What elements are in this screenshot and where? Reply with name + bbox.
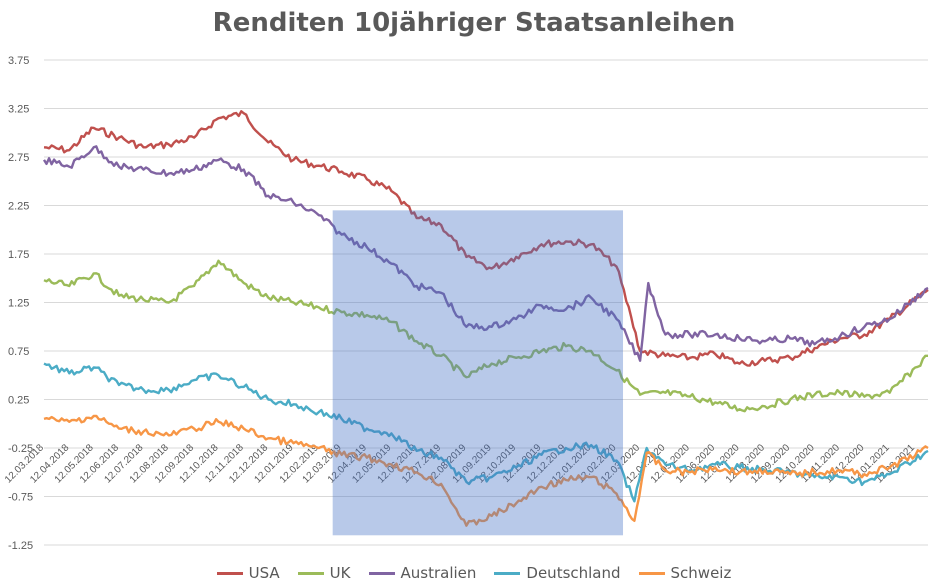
chart-title: Renditen 10jähriger Staatsanleihen (212, 8, 736, 38)
legend-item: Australien (368, 564, 477, 582)
legend-swatch (368, 571, 395, 575)
legend-label: Australien (400, 564, 477, 582)
y-tick-label: -0.75 (8, 492, 33, 504)
legend-swatch (494, 571, 521, 575)
legend-item: Schweiz (638, 564, 732, 582)
legend-swatch (216, 571, 243, 575)
legend-label: Schweiz (670, 564, 732, 582)
highlight-rectangle (332, 210, 624, 536)
legend-label: Deutschland (526, 564, 621, 582)
y-tick-label: -1.25 (8, 540, 33, 552)
series-lines (42, 110, 929, 527)
legend-item: UK (297, 564, 351, 582)
legend-item: Deutschland (494, 564, 621, 582)
series-line-4 (43, 414, 929, 527)
grid-lines (44, 59, 928, 546)
y-axis-ticks: 3.75 3.25 2.75 2.25 1.75 1.25 0.75 0.25 -0.25 -0.… (8, 55, 33, 552)
y-tick-label: 2.75 (8, 152, 29, 164)
y-tick-label: 0.75 (8, 346, 29, 358)
y-tick-label: 3.75 (8, 55, 29, 67)
series-line-3 (43, 362, 929, 503)
y-tick-label: 1.75 (8, 249, 29, 261)
y-tick-label: 3.25 (8, 104, 29, 116)
series-line-2 (42, 145, 929, 362)
legend: USA UK Australien Deutschland Schweiz (0, 564, 948, 582)
y-tick-label: -0.25 (8, 443, 33, 455)
series-line-1 (43, 259, 928, 413)
highlight-layer (332, 210, 624, 536)
series-line-0 (43, 110, 929, 367)
y-tick-label: 0.25 (8, 395, 29, 407)
legend-swatch (297, 571, 324, 575)
y-tick-label: 1.25 (8, 298, 29, 310)
legend-swatch (638, 571, 665, 575)
legend-item: USA (216, 564, 280, 582)
y-tick-label: 2.25 (8, 201, 29, 213)
legend-label: UK (329, 564, 351, 582)
legend-label: USA (248, 564, 280, 582)
